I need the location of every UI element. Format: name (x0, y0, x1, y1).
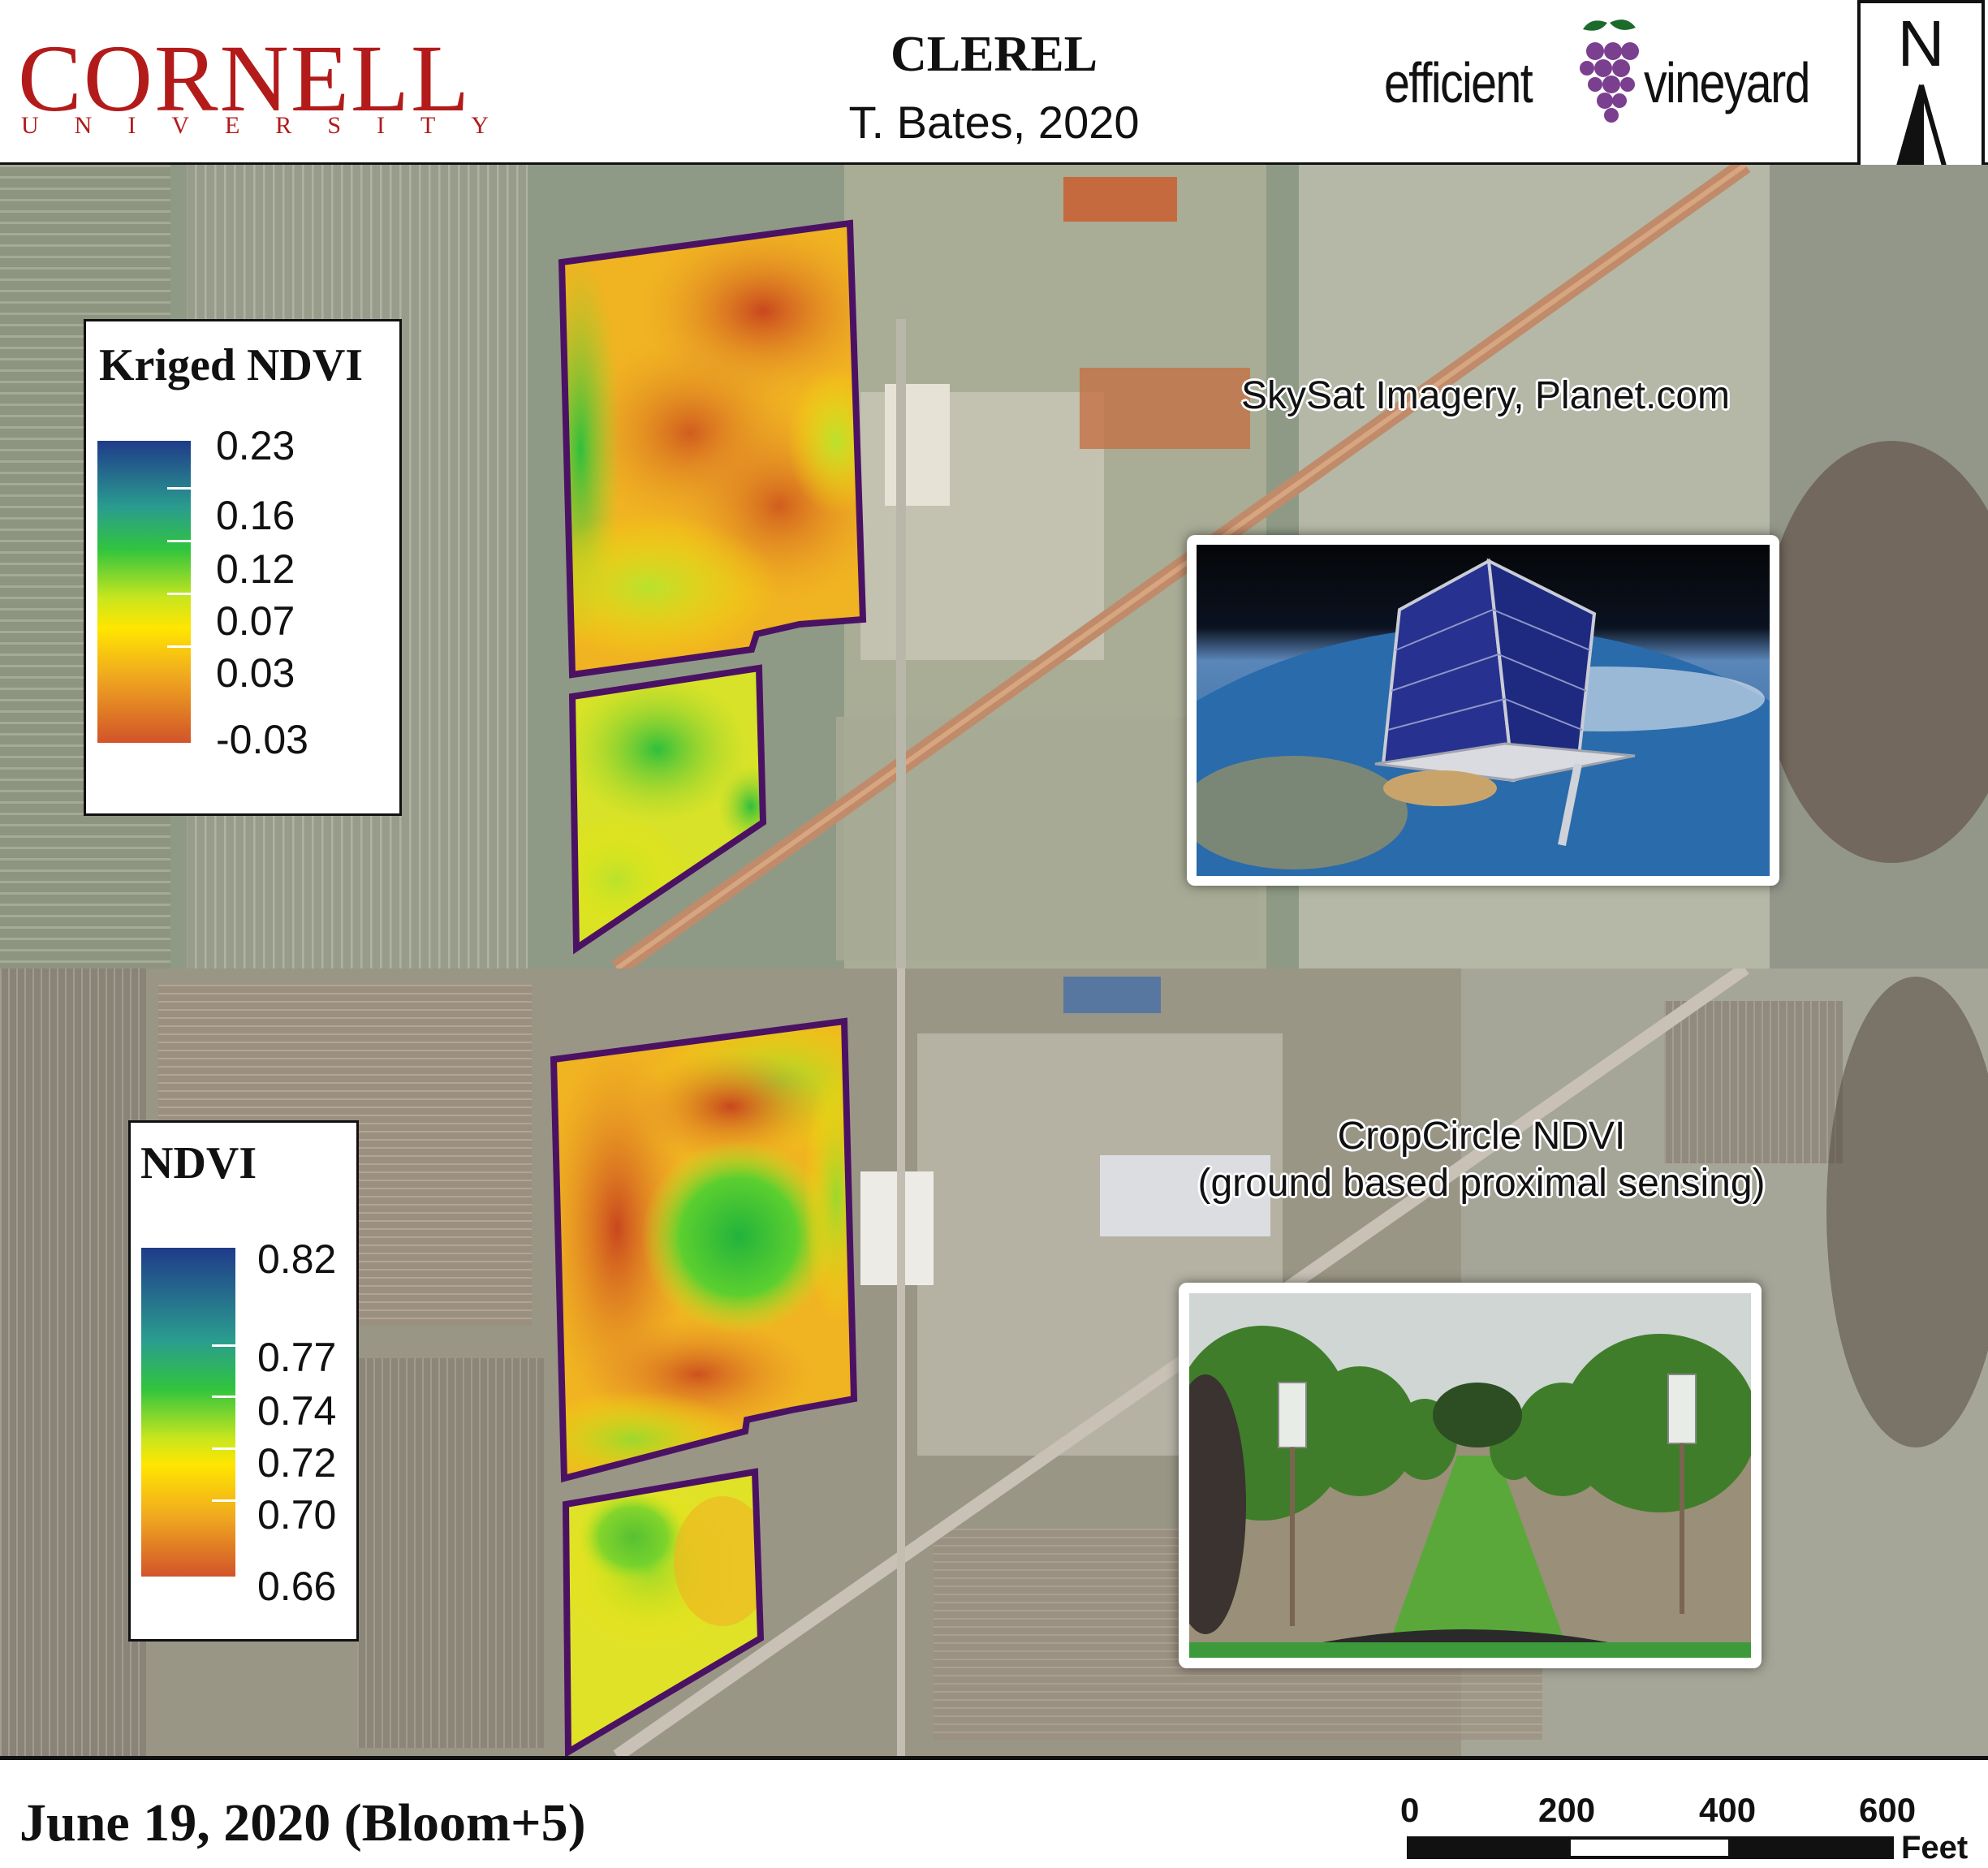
legend-tick-mark (167, 487, 191, 490)
vineyard-inset (1179, 1283, 1762, 1668)
cropcircle-label-line2: (ground based proximal sensing) (1197, 1161, 1766, 1205)
cornell-logo: CORNELL (18, 25, 472, 132)
legend-title: Kriged NDVI (99, 340, 364, 390)
cropcircle-map-panel: NDVI 0.82 0.77 0.74 0.72 0.70 0.66 CropC… (0, 969, 1988, 1756)
satellite-map-panel: Kriged NDVI 0.23 0.16 0.12 0.07 0.03 -0.… (0, 165, 1988, 969)
legend-tick-mark (167, 593, 191, 595)
legend-tick-label: -0.03 (216, 717, 308, 762)
scale-label: 600 (1859, 1791, 1917, 1829)
cornell-logo-subtitle: UNIVERSITY (21, 112, 524, 139)
legend-tick-label: 0.70 (257, 1492, 337, 1538)
legend-tick-label: 0.12 (216, 546, 295, 592)
legend-tick-mark (212, 1447, 235, 1450)
scale-label: 0 (1400, 1791, 1420, 1829)
map-title: CLEREL (891, 27, 1097, 82)
ndvi-color-ramp (141, 1248, 235, 1577)
legend-tick-label: 0.23 (216, 423, 295, 468)
efficient-vineyard-logo-right: vineyard (1644, 51, 1810, 114)
legend-tick-mark (167, 645, 191, 648)
legend-tick-mark (212, 1344, 235, 1347)
legend-tick-label: 0.07 (216, 598, 295, 644)
legend-tick-mark (167, 540, 191, 542)
skysat-source-label: SkySat Imagery, Planet.com (1240, 374, 1730, 417)
scale-unit: Feet (1901, 1830, 1969, 1866)
legend-tick-label: 0.16 (216, 493, 295, 538)
scale-label: 200 (1538, 1791, 1596, 1829)
legend-tick-mark (212, 1396, 235, 1398)
vineyard-sensor-photo-icon (1189, 1293, 1751, 1658)
legend-tick-mark (212, 1499, 235, 1502)
legend-tick-label: 0.72 (257, 1440, 337, 1486)
scale-label: 400 (1699, 1791, 1757, 1829)
map-header: CORNELL UNIVERSITY CLEREL T. Bates, 2020… (0, 0, 1988, 165)
scale-bar (1407, 1836, 1894, 1859)
cropcircle-label-line1: CropCircle NDVI (1337, 1115, 1626, 1158)
kriged-ndvi-color-ramp (97, 441, 191, 743)
grape-cluster-icon (1580, 19, 1639, 123)
legend-tick-label: 0.03 (216, 650, 295, 696)
ndvi-legend: NDVI 0.82 0.77 0.74 0.72 0.70 0.66 (128, 1120, 359, 1642)
legend-tick-label: 0.66 (257, 1564, 337, 1609)
cropcircle-source-label: CropCircle NDVI (ground based proximal s… (1136, 1113, 1826, 1206)
satellite-icon (1197, 545, 1770, 876)
north-letter: N (1897, 7, 1945, 80)
imagery-date: June 19, 2020 (Bloom+5) (19, 1793, 586, 1853)
legend-tick-label: 0.82 (257, 1236, 337, 1282)
map-footer: June 19, 2020 (Bloom+5) 0 200 400 600 Fe… (0, 1756, 1988, 1868)
legend-tick-label: 0.74 (257, 1388, 337, 1434)
legend-tick-label: 0.77 (257, 1335, 337, 1380)
map-author: T. Bates, 2020 (848, 97, 1140, 148)
kriged-ndvi-legend: Kriged NDVI 0.23 0.16 0.12 0.07 0.03 -0.… (84, 319, 402, 816)
efficient-vineyard-logo-left: efficient (1384, 51, 1533, 114)
legend-title: NDVI (140, 1138, 257, 1189)
satellite-inset (1187, 535, 1779, 886)
